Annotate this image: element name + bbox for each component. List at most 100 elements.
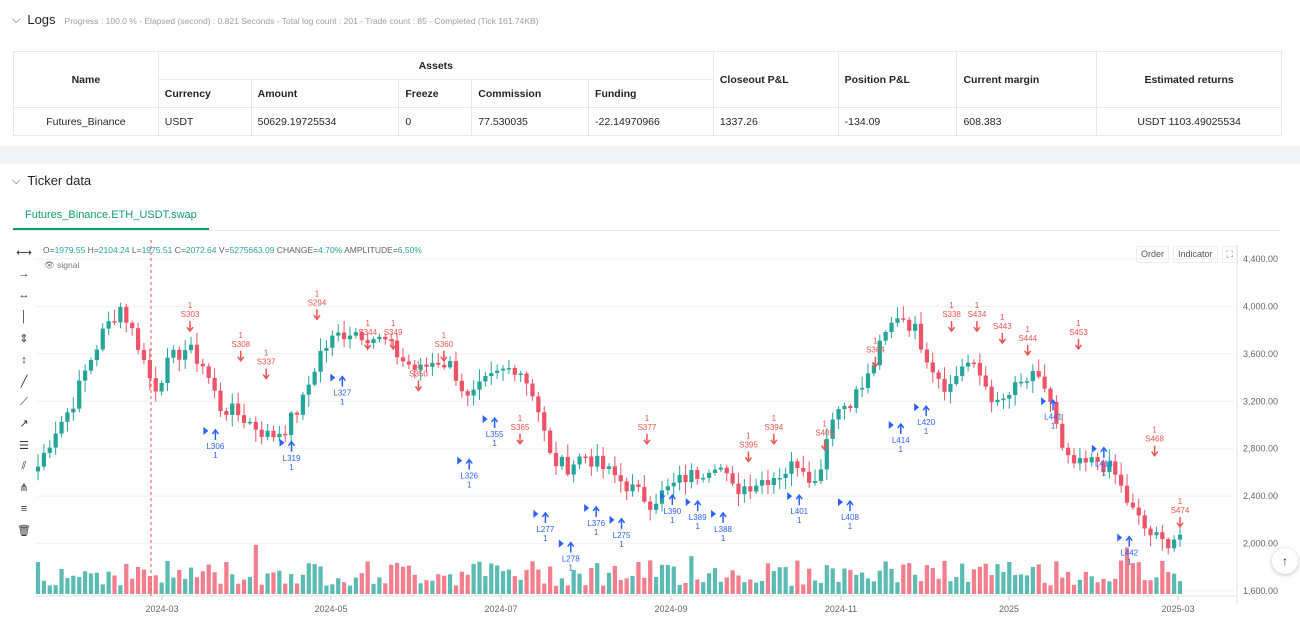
candle-body [948,383,953,392]
signal-qty: 1 [543,534,548,543]
candle-body [35,466,41,472]
chevron-down-icon[interactable]: ⌵ [12,175,21,187]
pitchfork-icon[interactable]: ⋔ [19,482,29,495]
vertical-ray-icon[interactable]: ↕ [21,353,27,366]
volume-bar [306,563,311,594]
candle-body [200,363,205,367]
arrow-up-head [465,458,473,465]
volume-bar [1154,577,1159,594]
change-value: 4.70% [318,245,343,255]
segment-icon[interactable]: ↔ [18,289,30,302]
entry-marker [1091,444,1097,453]
arrow-line-icon[interactable]: ↗ [19,418,29,431]
arrow-up-head [1125,535,1133,542]
vertical-segment-icon[interactable]: ⇕ [19,332,29,345]
volume-bar [930,567,935,594]
candle-body [642,486,647,502]
volume-bar [901,564,906,594]
volume-bar [1113,578,1118,594]
signal-label: L414 [892,436,910,445]
candle-body [636,484,641,487]
candle-body [895,318,900,323]
eye-icon[interactable]: 👁 [44,260,55,270]
candle-body [1171,539,1177,549]
arrow-down-head [1074,344,1083,351]
signal-qty: 1 [822,420,827,429]
delete-icon[interactable]: 🗑 [17,525,31,538]
logs-panel: ⌵ Logs Progress : 100.0 % - Elapsed (sec… [0,0,1300,146]
volume-bar [483,575,488,594]
trend-ray-icon[interactable]: ⟋ [20,395,28,408]
candle-body [218,390,223,412]
volume-bar [695,579,700,594]
c-label: C= [172,245,186,255]
volume-bar [1160,560,1165,594]
fib-retracement-icon[interactable]: ≡ [20,503,28,516]
arrow-up-icon: ↑ [1282,554,1288,568]
signal-label: S294 [308,298,327,307]
volume-bar [436,574,441,594]
parallel-channel-icon[interactable]: ⫽ [21,460,27,473]
volume-bar [130,578,135,594]
volume-bar [895,582,900,594]
volume-bar [565,585,570,594]
col-funding: Funding [588,79,714,108]
signal-label: S434 [968,310,987,319]
volume-bar [836,581,841,594]
price-range-icon[interactable]: ☰ [19,439,29,452]
signal-qty: 1 [873,337,878,346]
signal-label: S444 [1018,334,1037,343]
signal-legend[interactable]: 👁 signal [44,260,79,271]
candle-body [848,405,853,408]
volume-bar [188,567,194,594]
candle-body [918,323,924,350]
signal-label: L319 [283,454,301,463]
candle-body [965,362,971,367]
candle-body [1007,395,1012,399]
drawing-toolbar: ⟷ → ↔ │ ⇕ ↕ ╱ ⟋ ↗ ☰ ⫽ ⋔ ≡ 🗑 [14,242,34,541]
volume-bar [771,571,776,594]
y-tick-label: 3,600.00 [1243,349,1278,359]
scroll-to-top-button[interactable]: ↑ [1272,548,1298,574]
trend-line-icon[interactable]: ╱ [20,375,28,388]
signal-qty: 1 [772,414,777,423]
volume-bar [294,583,300,594]
candle-body [742,486,747,495]
candles [35,302,1183,555]
arrow-down-head [414,385,423,392]
candle-body [371,339,376,344]
candle-body [1119,474,1124,486]
candle-body [683,474,688,483]
arrow-up-head [617,517,626,524]
candle-body [759,480,765,486]
o-label: O= [43,245,55,255]
candlestick-chart[interactable]: 4,400.00 4,000.00 3,600.00 3,200.00 2,800.00… [0,164,1300,623]
tab-eth-usdt-swap[interactable]: Futures_Binance.ETH_USDT.swap [13,200,209,230]
volume-bar [1013,575,1018,594]
ticker-header[interactable]: ⌵ Ticker data [12,173,91,189]
candle-body [130,322,135,329]
logs-header[interactable]: ⌵ Logs Progress : 100.0 % - Elapsed (sec… [12,12,538,28]
candle-body [341,332,347,340]
volume-bar [724,577,729,594]
horizontal-ray-icon[interactable]: → [18,268,30,281]
arrow-up-head [795,493,803,500]
volume-bar [706,573,712,594]
volume-bar [571,570,576,594]
signal-label: S350 [409,369,428,378]
volume-bar [524,569,529,594]
volume-bar [324,585,329,594]
signal-label: L327 [333,389,351,398]
horizontal-line-icon[interactable]: ⟷ [16,247,32,260]
volume-bar [1083,571,1088,594]
volume-bar [818,582,824,594]
x-tick-label: 2024-11 [825,604,857,614]
chevron-down-icon[interactable]: ⌵ [12,14,21,26]
vertical-line-icon[interactable]: │ [20,310,28,323]
